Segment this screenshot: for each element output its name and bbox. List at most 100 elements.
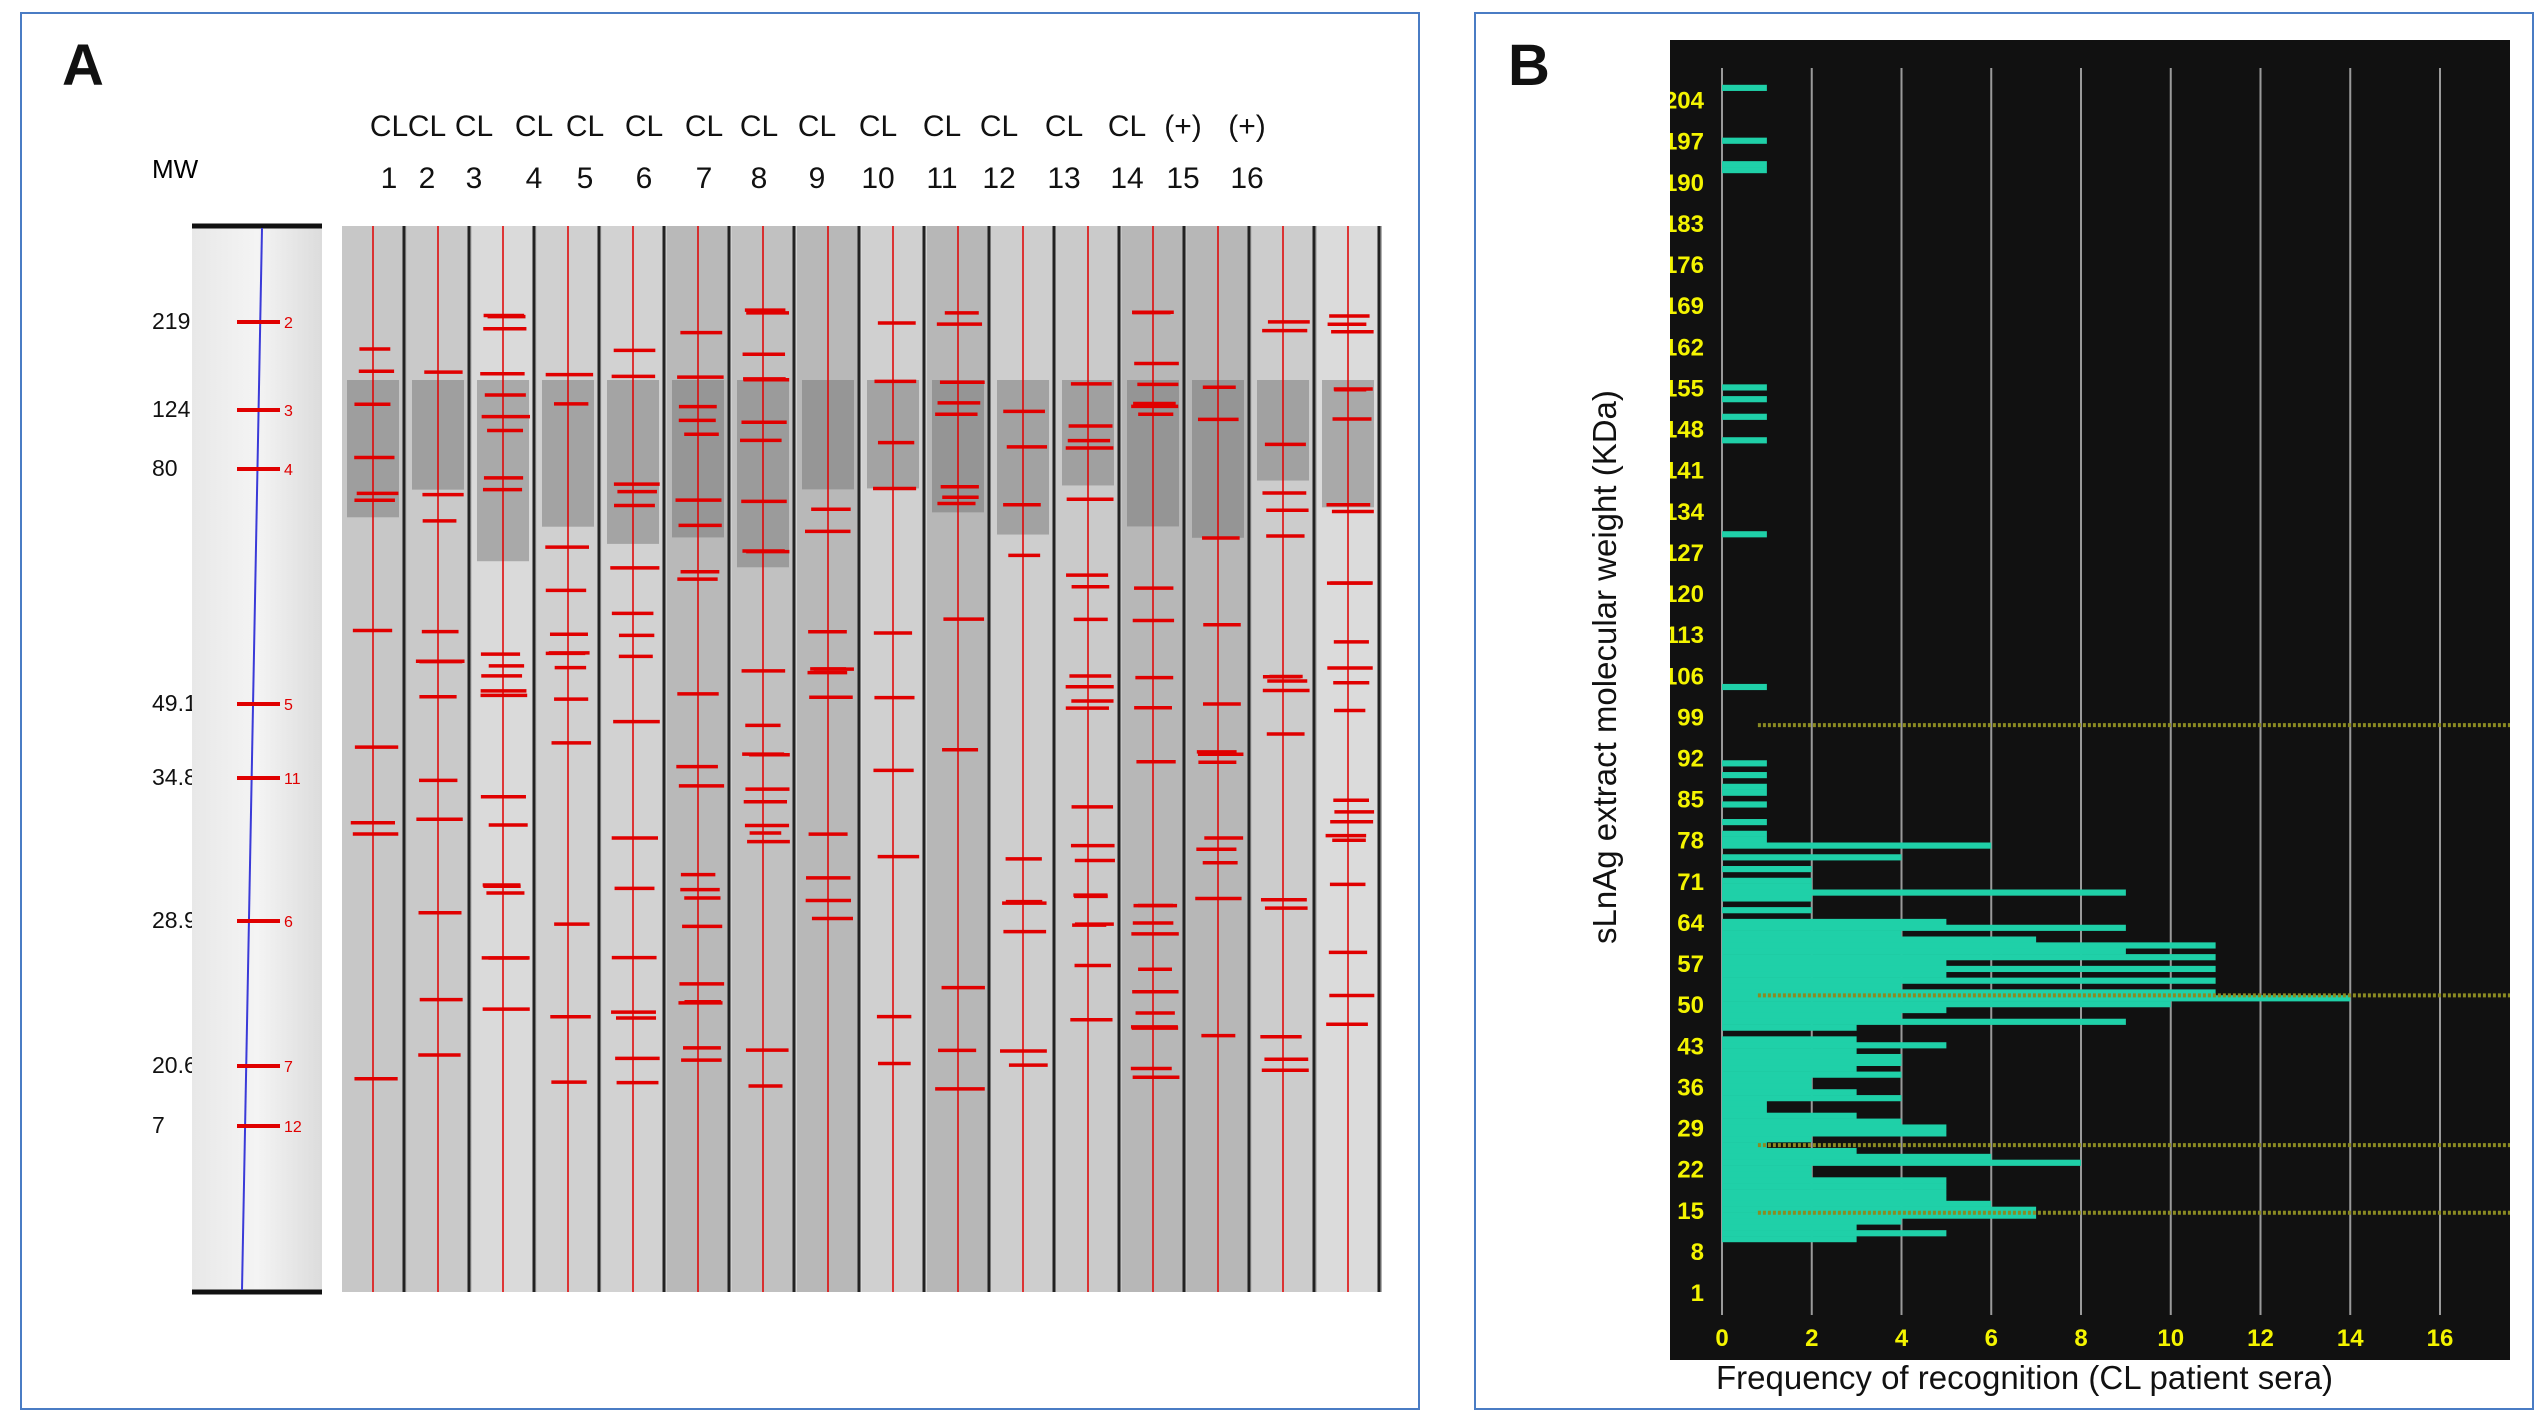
- lane-15-group-label: (+): [1164, 110, 1202, 143]
- mw-header: MW: [152, 154, 199, 184]
- frequency-bar: [1722, 1118, 1902, 1125]
- y-tick-label: 155: [1670, 375, 1704, 402]
- frequency-bar: [1722, 1100, 1767, 1108]
- lane-7-group-label: CL: [684, 110, 724, 143]
- frequency-bar: [1722, 1018, 2126, 1025]
- frequency-bar: [1722, 1112, 1857, 1119]
- lane-14-group-label: CL: [1107, 110, 1147, 143]
- frequency-bar: [1722, 1024, 1857, 1031]
- blot-strip: [407, 226, 471, 1292]
- y-tick-label: 134: [1670, 499, 1705, 526]
- mw-marker-label: 49.1: [152, 690, 197, 716]
- blot-strip: [472, 226, 536, 1292]
- frequency-bar: [1722, 137, 1767, 144]
- mw-marker-label: 34.8: [152, 764, 197, 790]
- frequency-bar: [1722, 883, 1812, 890]
- y-tick-label: 85: [1677, 787, 1704, 814]
- lane-1-group-label: CL: [369, 110, 409, 143]
- frequency-bar: [1722, 1036, 1857, 1043]
- ladder-band-number: 6: [284, 914, 293, 931]
- frequency-bar: [1722, 1089, 1857, 1096]
- lane-8-group-label: CL: [739, 110, 779, 143]
- y-tick-label: 169: [1670, 293, 1704, 320]
- frequency-bar: [1722, 924, 2126, 931]
- frequency-bar: [1722, 1230, 1947, 1237]
- frequency-bar: [1722, 1236, 1857, 1243]
- frequency-bar: [1722, 1153, 1992, 1160]
- y-tick-label: 43: [1677, 1033, 1704, 1060]
- frequency-bar: [1722, 959, 1947, 967]
- ladder-band-number: 5: [284, 697, 293, 714]
- y-axis-label: sLnAg extract molecular weight (KDa): [1586, 390, 1623, 944]
- frequency-bar: [1722, 1136, 1812, 1143]
- lane-13-group-label: CL: [1044, 110, 1084, 143]
- frequency-bar: [1722, 907, 1812, 914]
- frequency-bar: [1722, 971, 1947, 978]
- frequency-chart: 2041971901831761691621551481411341271201…: [1670, 40, 2510, 1360]
- frequency-bar: [1722, 842, 1992, 849]
- blot-strip: [602, 226, 666, 1292]
- ladder-band-number: 4: [284, 462, 293, 479]
- lane-10-number: 10: [861, 162, 895, 195]
- frequency-bar: [1722, 936, 2037, 943]
- lane-7-number: 7: [695, 162, 713, 195]
- y-tick-label: 15: [1677, 1198, 1704, 1225]
- frequency-bar: [1722, 1206, 2037, 1213]
- blot-strip: [1122, 226, 1186, 1292]
- blot-strip: [537, 226, 601, 1292]
- blot-strip: [797, 226, 861, 1292]
- frequency-bar: [1722, 772, 1767, 779]
- panel-b: B sLnAg extract molecular weight (KDa) F…: [1474, 12, 2534, 1410]
- frequency-bar: [1722, 396, 1767, 403]
- frequency-bar: [1722, 437, 1767, 444]
- lane-4-group-label: CL: [514, 110, 554, 143]
- lane-9-number: 9: [808, 162, 826, 195]
- frequency-bar: [1722, 1071, 1902, 1078]
- ladder-marks: 2 3 4 5 11 6 7 12: [237, 315, 302, 1136]
- frequency-bar: [1722, 384, 1767, 391]
- frequency-bar: [1722, 1142, 1767, 1149]
- ladder-band-number: 11: [284, 771, 301, 788]
- frequency-bar: [1722, 1189, 1947, 1196]
- frequency-bar: [1722, 965, 2216, 973]
- frequency-bar: [1722, 830, 1767, 837]
- frequency-bar: [1722, 167, 1767, 174]
- x-tick-label: 8: [2074, 1325, 2087, 1352]
- frequency-bar: [1722, 977, 2216, 984]
- frequency-bar: [1722, 789, 1767, 796]
- frequency-bar: [1722, 854, 1902, 861]
- y-tick-label: 162: [1670, 334, 1704, 361]
- frequency-bar: [1722, 1224, 1857, 1231]
- y-tick-label: 50: [1677, 992, 1704, 1019]
- y-tick-label: 176: [1670, 252, 1704, 279]
- frequency-bar: [1722, 989, 2216, 996]
- lane-2-group-label: CL: [407, 110, 447, 143]
- y-tick-label: 64: [1677, 910, 1704, 937]
- x-tick-label: 0: [1715, 1325, 1728, 1352]
- frequency-bar: [1722, 801, 1767, 808]
- ladder-band-number: 2: [284, 315, 293, 332]
- ladder-band-number: 3: [284, 403, 293, 420]
- frequency-bar: [1722, 1130, 1947, 1137]
- blot-strip: [342, 226, 406, 1292]
- y-tick-label: 197: [1670, 129, 1704, 156]
- mw-marker-label: 219: [152, 308, 191, 334]
- ladder-band-number: 12: [284, 1119, 302, 1136]
- blot-strips: [342, 226, 1381, 1292]
- frequency-bar: [1722, 161, 1767, 168]
- y-tick-label: 57: [1677, 951, 1704, 978]
- blot-strip: [667, 226, 731, 1292]
- frequency-bar: [1722, 836, 1767, 843]
- frequency-bar: [1722, 1147, 1857, 1155]
- frequency-bar: [1722, 954, 2216, 961]
- lane-6-number: 6: [635, 162, 653, 195]
- frequency-bar: [1722, 1171, 1812, 1178]
- y-tick-label: 78: [1677, 828, 1704, 855]
- lane-12-number: 12: [982, 162, 1016, 195]
- western-blot-image: 2 3 4 5 11 6 7 12: [192, 223, 1382, 1295]
- blot-strip: [992, 226, 1056, 1292]
- frequency-bar: [1722, 1106, 1767, 1113]
- lane-1-number: 1: [380, 162, 398, 195]
- panel-b-label: B: [1508, 33, 1550, 98]
- y-tick-label: 113: [1670, 622, 1704, 649]
